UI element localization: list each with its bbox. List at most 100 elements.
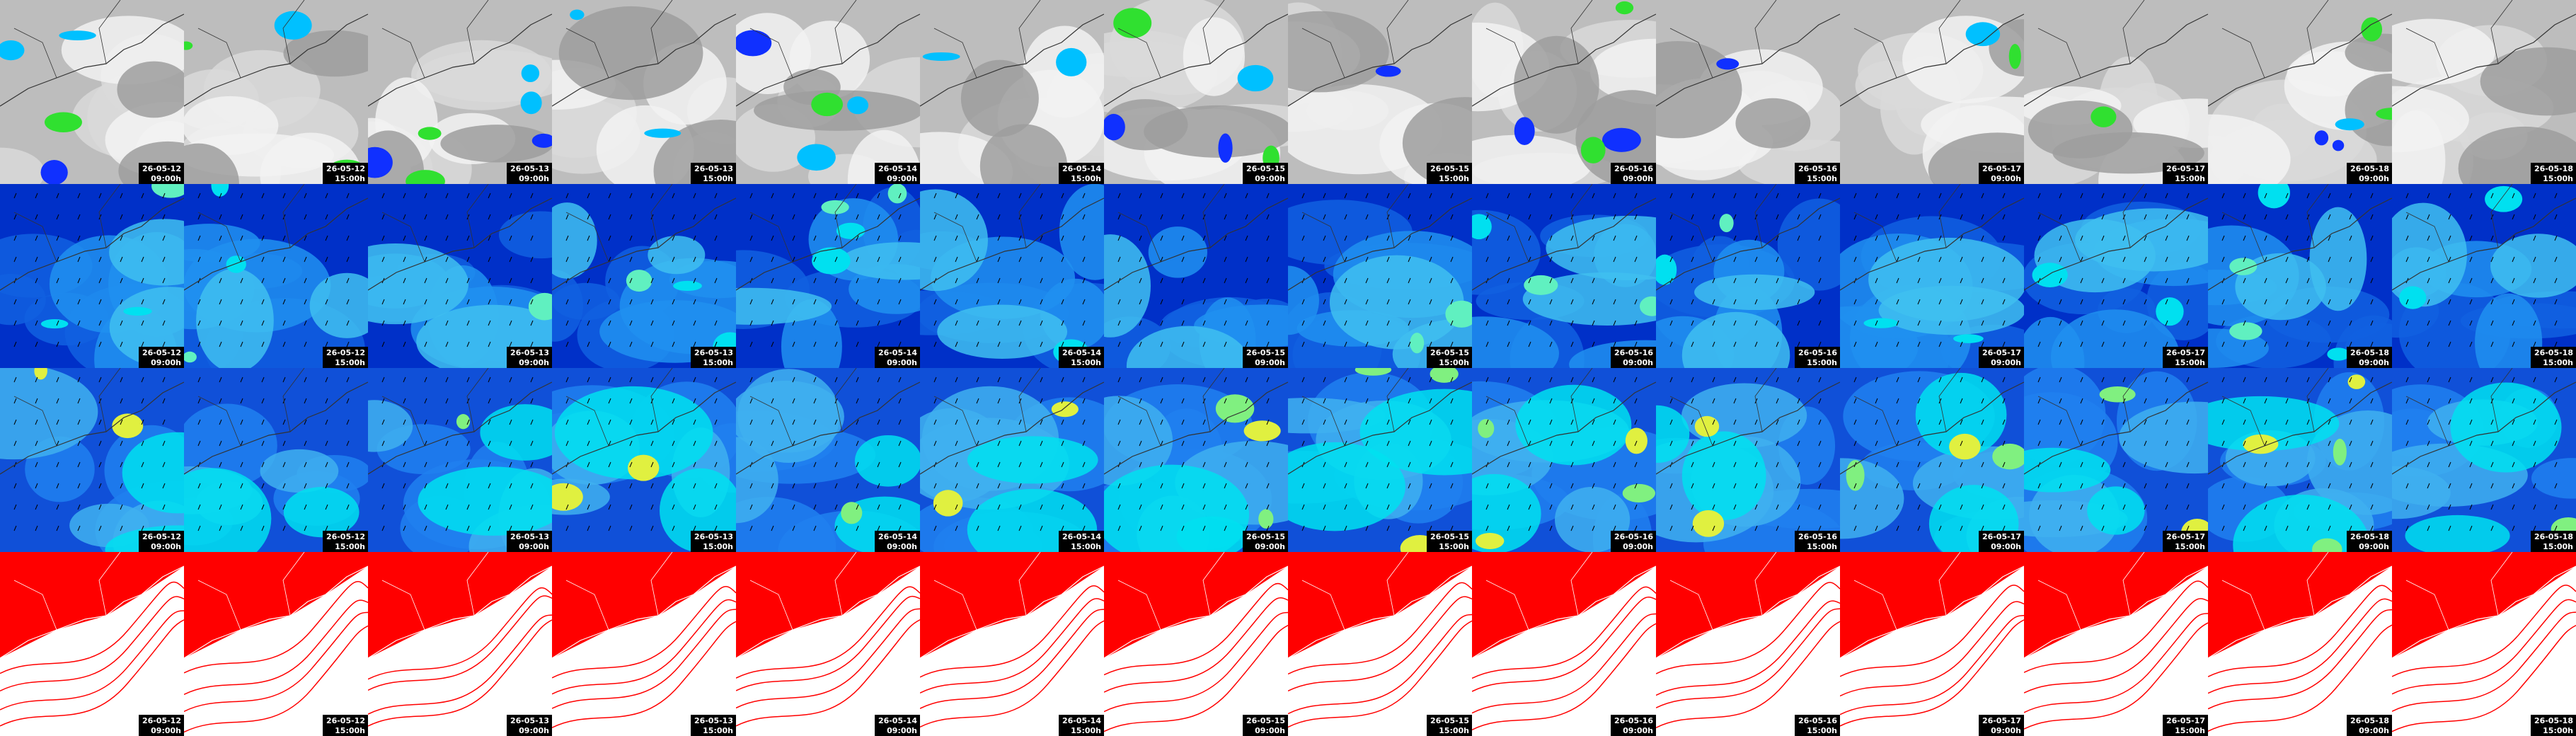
wind-barb	[1181, 504, 1185, 510]
wind-barb	[1570, 299, 1574, 305]
wind-barb	[1202, 440, 1206, 447]
time-label: 09:00h	[1991, 174, 2021, 183]
wind-barb	[219, 235, 222, 241]
wind-barb	[771, 398, 774, 404]
wind-barb	[1365, 398, 1369, 404]
wind-barb	[2002, 419, 2006, 425]
wind-barb	[2221, 192, 2225, 199]
wind-barb	[1245, 504, 1248, 510]
wind-barb	[693, 256, 696, 263]
wind-barb	[976, 277, 979, 284]
wind-barb	[282, 192, 286, 199]
wind-barb	[304, 483, 307, 489]
isobar	[1104, 624, 1288, 732]
wind-barb	[955, 192, 958, 199]
wind-barb	[1776, 504, 1779, 510]
wind-barb	[2221, 525, 2225, 531]
wind-barb	[714, 299, 718, 305]
wind-barb	[2002, 341, 2006, 347]
wind-barb	[933, 419, 937, 425]
wind-barb	[2306, 376, 2310, 383]
wind-barb	[1960, 341, 1963, 347]
wind-barb	[2221, 320, 2225, 326]
wind-barb	[629, 398, 633, 404]
wind-barb	[35, 299, 38, 305]
wind-barb	[13, 440, 17, 447]
wind-barb	[672, 376, 675, 383]
panel-content	[0, 552, 184, 736]
wind-barb	[2285, 214, 2289, 220]
label-box	[323, 347, 368, 368]
wind-barb	[933, 398, 937, 404]
field-spot	[841, 502, 863, 524]
field-blob	[1288, 11, 1389, 93]
wind-barb	[1323, 376, 1326, 383]
wind-barb	[2306, 256, 2310, 263]
wind-barb	[2427, 461, 2430, 468]
wind-barb	[1202, 235, 1206, 241]
wind-barb	[1344, 256, 1347, 263]
wind-barb	[1224, 341, 1227, 347]
panel-content	[0, 184, 184, 368]
wind-barb	[1386, 341, 1390, 347]
wind-barb	[2264, 192, 2267, 199]
wind-barb	[1528, 214, 1531, 220]
wind-barb	[2469, 277, 2473, 284]
wind-barb	[1408, 299, 1411, 305]
wind-barb	[304, 504, 307, 510]
wind-barb	[1712, 525, 1715, 531]
wind-barb	[2554, 277, 2558, 284]
wind-barb	[1797, 299, 1800, 305]
isobar	[1104, 611, 1288, 713]
wind-barb	[877, 376, 880, 383]
wind-barb	[997, 214, 1001, 220]
date-label: 26-05-14	[1062, 348, 1101, 357]
wind-barb	[1365, 483, 1369, 489]
wind-barb	[1301, 483, 1305, 489]
wind-barb	[1754, 440, 1758, 447]
label-box	[139, 347, 184, 368]
wind-barb	[2186, 525, 2190, 531]
field-blob	[2480, 47, 2576, 116]
wind-barb	[1040, 192, 1043, 199]
wind-barb	[98, 483, 102, 489]
field-blob	[2233, 494, 2370, 552]
wind-barb	[1323, 214, 1326, 220]
wind-barb	[56, 320, 59, 326]
wind-barb	[2306, 235, 2310, 241]
wind-barb	[1875, 192, 1878, 199]
wind-barb	[1754, 461, 1758, 468]
wind-barb	[2080, 320, 2083, 326]
wind-barb	[1733, 398, 1737, 404]
isobar	[368, 619, 552, 727]
field-blob	[1735, 98, 1811, 149]
wind-barb	[2080, 341, 2083, 347]
wind-barb	[1450, 341, 1454, 347]
wind-barb	[714, 376, 718, 383]
wind-barb	[1896, 192, 1899, 199]
wind-barb	[898, 398, 902, 404]
field-spot	[1580, 137, 1606, 163]
wind-barb	[13, 341, 17, 347]
wind-barb	[240, 235, 243, 241]
wind-barb	[1245, 214, 1248, 220]
wind-barb	[424, 256, 427, 263]
wind-barb	[1818, 214, 1822, 220]
date-label: 26-05-14	[878, 348, 917, 357]
wind-barb	[381, 256, 385, 263]
panel-content	[736, 0, 920, 184]
isobar	[1288, 596, 1472, 692]
wind-barb	[240, 376, 243, 383]
wind-barb	[2221, 299, 2225, 305]
wind-barb	[856, 256, 859, 263]
wind-barb	[1613, 256, 1616, 263]
field-spot	[626, 270, 652, 292]
wind-barb	[488, 299, 491, 305]
date-label: 26-05-18	[2534, 532, 2573, 541]
panel-content	[1472, 0, 1656, 184]
wind-barb	[1875, 256, 1878, 263]
wind-barb	[1202, 525, 1206, 531]
